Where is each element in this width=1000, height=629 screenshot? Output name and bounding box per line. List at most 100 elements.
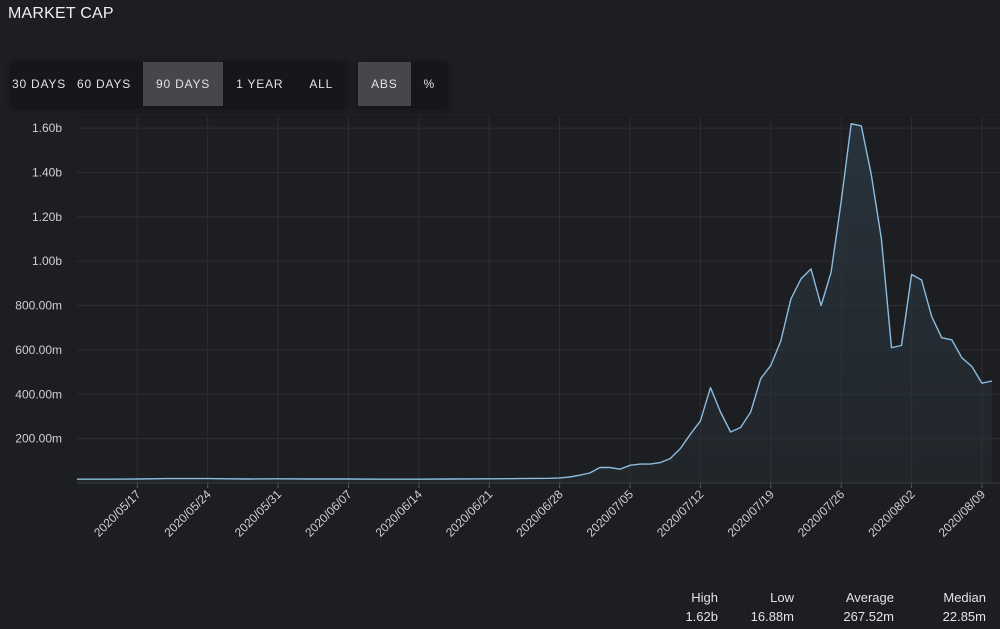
x-tick-label: 2020/07/12: [654, 487, 707, 540]
x-tick-label: 2020/07/05: [584, 487, 637, 540]
data-point: [709, 386, 711, 388]
data-point: [790, 298, 792, 300]
x-tick-label: 2020/06/28: [513, 487, 566, 540]
market-cap-chart[interactable]: 200.00m 400.00m 600.00m 800.00m 1.00b 1.20b 1.…: [0, 117, 1000, 562]
data-point: [750, 411, 752, 413]
data-point: [347, 478, 349, 480]
data-point: [810, 268, 812, 270]
mode-abs-button[interactable]: ABS: [358, 62, 411, 106]
data-point: [136, 478, 138, 480]
market-cap-area: [77, 123, 992, 483]
range-90-days-button[interactable]: 90 DAYS: [143, 62, 224, 106]
data-point: [166, 477, 168, 479]
data-point: [991, 380, 993, 382]
data-point: [609, 466, 611, 468]
stat-average-label: Average: [845, 590, 894, 605]
data-point: [971, 365, 973, 367]
data-point: [890, 347, 892, 349]
data-point: [941, 337, 943, 339]
range-60-days-button[interactable]: 60 DAYS: [76, 77, 132, 91]
data-point: [800, 278, 802, 280]
x-tick-label: 2020/07/19: [725, 487, 778, 540]
stats-summary: High 1.62b Low 16.88m Average 267.52m Me…: [0, 588, 1000, 628]
x-tick-label: 2020/05/24: [161, 487, 214, 540]
data-point: [760, 378, 762, 380]
data-point: [639, 463, 641, 465]
y-tick-label: 400.00m: [15, 387, 62, 401]
data-point: [599, 466, 601, 468]
data-point: [770, 364, 772, 366]
data-point: [739, 426, 741, 428]
x-tick-label: 2020/05/31: [232, 487, 285, 540]
stat-high: High 1.62b: [685, 588, 718, 626]
mode-percent-button[interactable]: %: [423, 77, 436, 91]
data-point: [106, 478, 108, 480]
x-tick-label: 2020/06/14: [373, 487, 426, 540]
data-point: [951, 339, 953, 341]
stat-low-value: 16.88m: [750, 609, 794, 624]
data-point: [910, 273, 912, 275]
y-tick-label: 800.00m: [15, 299, 62, 313]
data-point: [669, 457, 671, 459]
data-point: [548, 477, 550, 479]
data-point: [729, 431, 731, 433]
data-point: [820, 304, 822, 306]
data-point: [689, 433, 691, 435]
data-point: [840, 200, 842, 202]
stat-average-value: 267.52m: [843, 609, 894, 624]
data-point: [558, 477, 560, 479]
data-point: [870, 174, 872, 176]
data-point: [961, 357, 963, 359]
chart-toolbar: 30 DAYS 60 DAYS 90 DAYS 1 YEAR ALL ABS %: [11, 62, 449, 106]
data-point: [830, 271, 832, 273]
x-tick-label: 2020/08/09: [936, 487, 989, 540]
stat-median-value: 22.85m: [942, 609, 986, 624]
data-point: [488, 478, 490, 480]
data-point: [619, 468, 621, 470]
stat-high-label: High: [691, 590, 718, 605]
data-point: [850, 123, 852, 125]
stat-low-label: Low: [770, 590, 794, 605]
data-point: [277, 478, 279, 480]
stat-low: Low 16.88m: [751, 588, 794, 626]
market-cap-line: [77, 123, 993, 480]
stat-average: Average 267.52m: [843, 588, 894, 626]
data-point: [629, 464, 631, 466]
data-point: [900, 344, 902, 346]
data-point: [699, 420, 701, 422]
y-tick-label: 1.20b: [32, 210, 62, 224]
data-point: [207, 477, 209, 479]
y-tick-label: 1.60b: [32, 121, 62, 135]
y-tick-label: 200.00m: [15, 432, 62, 446]
range-30-days-button[interactable]: 30 DAYS: [11, 77, 67, 91]
data-point: [659, 461, 661, 463]
x-tick-label: 2020/06/21: [443, 487, 496, 540]
data-point: [76, 478, 78, 480]
data-point: [679, 447, 681, 449]
data-point: [649, 463, 651, 465]
stat-median: Median 22.85m: [943, 588, 986, 626]
range-1-year-button[interactable]: 1 YEAR: [236, 77, 284, 91]
page-title: MARKET CAP: [8, 5, 114, 22]
data-point: [307, 478, 309, 480]
data-point: [247, 478, 249, 480]
data-point: [931, 315, 933, 317]
y-tick-label: 1.40b: [32, 165, 62, 179]
data-point: [418, 478, 420, 480]
data-point: [518, 477, 520, 479]
data-point: [448, 478, 450, 480]
data-point: [719, 411, 721, 413]
x-tick-label: 2020/05/17: [91, 487, 144, 540]
x-tick-label: 2020/07/26: [795, 487, 848, 540]
data-point: [589, 472, 591, 474]
x-tick-label: 2020/06/07: [302, 487, 355, 540]
data-point: [920, 279, 922, 281]
time-range-selector: 30 DAYS 60 DAYS 90 DAYS 1 YEAR ALL: [11, 62, 347, 106]
data-point: [981, 382, 983, 384]
data-point: [860, 125, 862, 127]
range-all-button[interactable]: ALL: [309, 77, 334, 91]
data-point: [377, 478, 379, 480]
data-point: [780, 340, 782, 342]
y-tick-label: 1.00b: [32, 254, 62, 268]
data-point: [880, 238, 882, 240]
